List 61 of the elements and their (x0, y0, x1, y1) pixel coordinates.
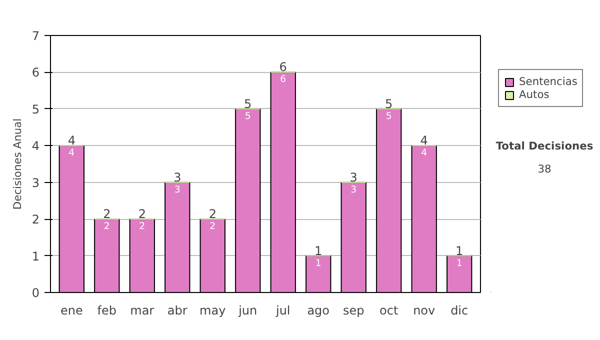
total-label: 2 (138, 207, 146, 222)
x-tick-label: nov (413, 304, 436, 318)
bar (270, 72, 296, 292)
x-tick-label: may (200, 304, 226, 318)
total-label: 5 (385, 96, 393, 111)
bar (58, 145, 84, 292)
bar (94, 218, 120, 292)
x-tick-label: dic (450, 304, 468, 318)
bar (340, 182, 366, 292)
x-tick-label: ene (60, 304, 83, 318)
legend-label: Autos (519, 88, 550, 101)
y-tick-label: 7 (32, 29, 40, 43)
total-label: 2 (103, 207, 111, 222)
x-tick-label: ago (307, 304, 330, 318)
data-label: 3 (174, 184, 180, 196)
total-label: 4 (68, 134, 76, 148)
legend-label: Sentencias (519, 75, 578, 88)
data-label: 4 (421, 148, 428, 159)
data-label: 2 (104, 221, 110, 232)
total-label: 6 (279, 60, 287, 74)
x-tick-label: jun (238, 304, 258, 318)
y-tick-label: 1 (32, 249, 40, 264)
total-label: 4 (420, 134, 428, 148)
x-tick-label: abr (167, 304, 188, 318)
total-label: 2 (208, 207, 216, 222)
bar (129, 218, 155, 292)
x-tick-label: feb (97, 304, 117, 318)
bar (376, 108, 402, 292)
data-label: 4 (68, 148, 75, 159)
text: Total Decisiones (496, 140, 594, 152)
total-label: 1 (314, 244, 322, 258)
data-label: 5 (244, 110, 251, 122)
x-tick-label: oct (380, 304, 398, 318)
total-label: 3 (174, 170, 182, 184)
bar (235, 108, 261, 292)
y-tick-label: 3 (32, 176, 40, 190)
text: 38 (538, 162, 552, 176)
total-label: 3 (350, 170, 358, 184)
y-tick-label: 6 (32, 66, 40, 80)
x-tick-label: sep (342, 304, 364, 318)
y-tick-label: 5 (32, 102, 40, 116)
y-tick-label: 0 (32, 286, 40, 300)
data-label: 2 (139, 221, 146, 232)
data-label: 1 (456, 258, 462, 269)
bar (446, 255, 472, 292)
bar (164, 182, 190, 292)
bar (411, 145, 437, 292)
x-tick-label: mar (130, 304, 154, 318)
data-label: 1 (315, 258, 322, 269)
y-axis-title: Decisiones Anual (10, 118, 24, 210)
total-label: 5 (244, 96, 252, 111)
bar (200, 218, 226, 292)
data-label: 5 (386, 110, 392, 122)
data-label: 3 (350, 184, 357, 196)
bar (306, 255, 332, 292)
data-label: 6 (280, 74, 286, 86)
data-label: 2 (210, 221, 216, 232)
y-tick-label: 4 (32, 139, 40, 154)
total-label: 1 (456, 244, 464, 258)
x-tick-label: jul (274, 304, 290, 318)
y-tick-label: 2 (32, 212, 40, 227)
